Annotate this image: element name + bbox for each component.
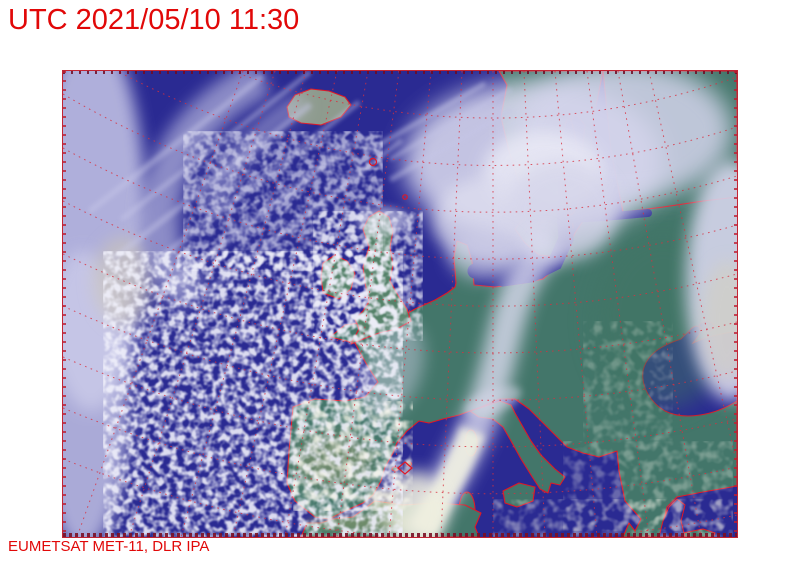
credit-label: EUMETSAT MET-11, DLR IPA bbox=[8, 538, 210, 555]
timestamp-label: UTC 2021/05/10 11:30 bbox=[8, 4, 300, 36]
cloud-layer bbox=[63, 71, 737, 537]
satellite-image-frame bbox=[62, 70, 738, 538]
faroe-outline bbox=[368, 157, 378, 167]
small-island-outline bbox=[402, 194, 408, 200]
satellite-image bbox=[63, 71, 737, 537]
graticule-layer bbox=[63, 71, 737, 537]
marker-layer bbox=[368, 157, 413, 475]
diamond-marker bbox=[397, 461, 413, 475]
